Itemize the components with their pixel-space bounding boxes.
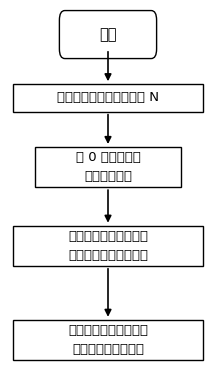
FancyBboxPatch shape: [59, 11, 157, 59]
Text: 依据系统的时隙个数记为 N: 依据系统的时隙个数记为 N: [57, 91, 159, 104]
FancyBboxPatch shape: [13, 226, 203, 266]
Text: 将映射后新的时隙编号
作为终端突发的时隙: 将映射后新的时隙编号 作为终端突发的时隙: [68, 324, 148, 356]
Text: 开始: 开始: [99, 27, 117, 42]
Text: 将时隙编号按时隙分配
方案进行时隙编号映射: 将时隙编号按时隙分配 方案进行时隙编号映射: [68, 230, 148, 262]
FancyBboxPatch shape: [35, 147, 181, 187]
FancyBboxPatch shape: [13, 319, 203, 360]
Text: 从 0 开始对每个
时隙进行编号: 从 0 开始对每个 时隙进行编号: [76, 151, 140, 183]
FancyBboxPatch shape: [13, 84, 203, 112]
